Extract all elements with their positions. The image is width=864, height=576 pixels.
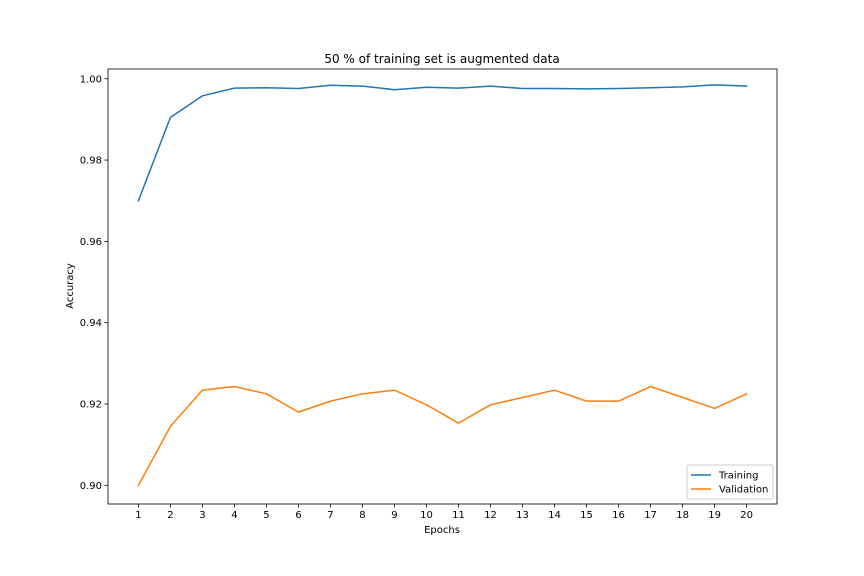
x-tick-label: 5: [263, 510, 269, 521]
x-tick-label: 10: [420, 510, 433, 521]
series-line-validation: [137, 385, 748, 487]
legend-validation-label: Validation: [719, 485, 768, 496]
y-axis-ticks: 0.90 0.92 0.94 0.96 0.98 1.00: [80, 74, 108, 492]
y-axis-title: Accuracy: [65, 263, 76, 309]
x-tick-label: 8: [359, 510, 365, 521]
x-tick-label: 6: [295, 510, 301, 521]
x-tick-label: 3: [199, 510, 205, 521]
x-tick-label: 7: [327, 510, 333, 521]
x-tick-label: 18: [676, 510, 689, 521]
x-tick-label: 19: [708, 510, 721, 521]
x-tick-label: 11: [452, 510, 465, 521]
y-tick-label: 0.92: [80, 399, 102, 410]
x-tick-label: 1: [135, 510, 141, 521]
chart-title: 50 % of training set is augmented data: [324, 52, 559, 66]
plot-frame: [107, 68, 778, 505]
x-tick-label: 2: [167, 510, 173, 521]
y-tick-label: 1.00: [80, 74, 102, 85]
series-line-training: [137, 84, 748, 202]
x-tick-label: 14: [548, 510, 561, 521]
y-tick-label: 0.90: [80, 481, 102, 492]
y-tick-label: 0.94: [80, 318, 102, 329]
x-tick-label: 9: [391, 510, 397, 521]
x-tick-label: 13: [516, 510, 529, 521]
legend: Training Validation: [686, 464, 774, 500]
x-tick-label: 15: [580, 510, 593, 521]
legend-box: [686, 464, 774, 500]
x-axis-ticks: 1 2 3 4 5 6 7 8 9 10 11 12 13 14 15 16 17 18 19 20: [135, 504, 753, 521]
legend-training-label: Training: [718, 471, 758, 482]
x-tick-label: 4: [231, 510, 237, 521]
y-tick-label: 0.98: [80, 156, 102, 167]
x-tick-label: 20: [740, 510, 753, 521]
x-tick-label: 17: [644, 510, 657, 521]
x-tick-label: 16: [612, 510, 625, 521]
plot-area: [108, 69, 777, 504]
series-lines: [137, 84, 748, 487]
x-tick-label: 12: [484, 510, 497, 521]
y-tick-label: 0.96: [80, 237, 102, 248]
x-axis-title: Epochs: [424, 525, 460, 536]
